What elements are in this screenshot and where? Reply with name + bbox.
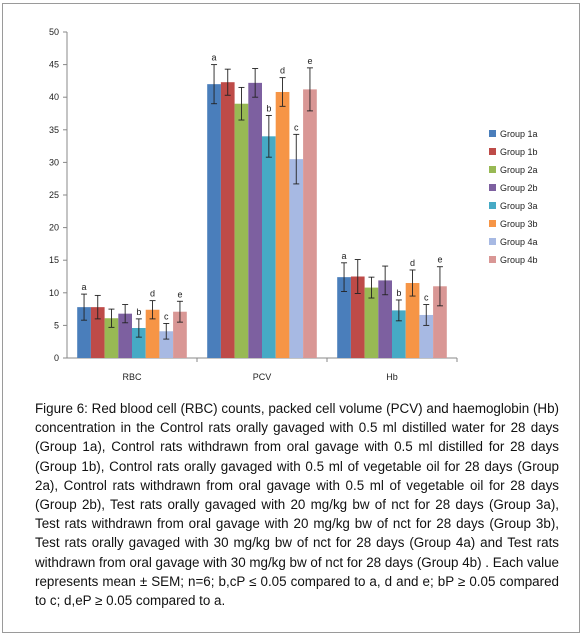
bar (248, 82, 262, 358)
bar (207, 84, 221, 358)
bar (364, 287, 379, 358)
legend-label: Group 3b (500, 219, 538, 229)
bar (77, 307, 91, 358)
bar (419, 314, 434, 358)
significance-label: a (212, 53, 217, 63)
figure-frame: 0 5 10 15 20 25 30 35 40 45 50 RBC a b d c e PCV a b d c e Hb a b… (2, 3, 580, 633)
y-tick-label: 30 (49, 157, 59, 167)
bar (234, 103, 249, 358)
y-tick-label: 0 (54, 353, 59, 363)
y-tick-label: 20 (49, 223, 59, 233)
bar (378, 280, 392, 358)
legend-swatch (489, 148, 496, 155)
legend-label: Group 1b (500, 147, 538, 157)
significance-label: c (294, 122, 299, 132)
bar (337, 277, 351, 358)
significance-label: e (177, 289, 182, 299)
bar (433, 286, 447, 358)
bar (159, 331, 174, 358)
significance-label: e (307, 56, 312, 66)
bar (405, 283, 420, 358)
significance-label: d (410, 258, 415, 268)
bar (220, 82, 235, 358)
significance-label: b (266, 103, 271, 113)
bar (350, 276, 365, 358)
bar (90, 307, 105, 358)
bar-chart: 05101520253035404550RBCabdcePCVabdceHbab… (49, 27, 538, 382)
legend-swatch (489, 184, 496, 191)
legend-label: Group 2b (500, 183, 538, 193)
y-tick-label: 15 (49, 255, 59, 265)
significance-label: d (280, 66, 285, 76)
y-tick-label: 40 (49, 92, 59, 102)
legend-label: Group 1a (500, 129, 538, 139)
bar (289, 159, 304, 358)
legend-swatch (489, 202, 496, 209)
legend-label: Group 3a (500, 201, 538, 211)
bar (275, 91, 290, 358)
y-tick-label: 45 (49, 60, 59, 70)
legend-swatch (489, 238, 496, 245)
legend-label: Group 4b (500, 255, 538, 265)
figure-caption: Figure 6: Red blood cell (RBC) counts, p… (35, 401, 559, 609)
category-label: RBC (122, 372, 142, 382)
significance-label: e (437, 255, 442, 265)
bar (104, 318, 119, 358)
bar (392, 310, 406, 358)
significance-label: a (342, 251, 347, 261)
legend-label: Group 4a (500, 237, 538, 247)
legend-label: Group 2a (500, 165, 538, 175)
significance-label: b (136, 307, 141, 317)
significance-label: d (150, 289, 155, 299)
y-tick-label: 5 (54, 320, 59, 330)
y-tick-label: 25 (49, 190, 59, 200)
significance-label: b (396, 288, 401, 298)
legend-swatch (489, 256, 496, 263)
bar (145, 309, 160, 358)
y-tick-label: 50 (49, 27, 59, 37)
significance-label: a (82, 282, 87, 292)
bar (262, 136, 276, 358)
legend-swatch (489, 166, 496, 173)
y-tick-label: 35 (49, 125, 59, 135)
legend-swatch (489, 220, 496, 227)
bar (118, 313, 132, 358)
category-label: PCV (253, 372, 272, 382)
category-label: Hb (386, 372, 398, 382)
significance-label: c (164, 311, 169, 321)
legend-swatch (489, 130, 496, 137)
bar (132, 328, 146, 358)
significance-label: c (424, 293, 429, 303)
bar (173, 311, 187, 358)
y-tick-label: 10 (49, 288, 59, 298)
bar (303, 89, 317, 358)
